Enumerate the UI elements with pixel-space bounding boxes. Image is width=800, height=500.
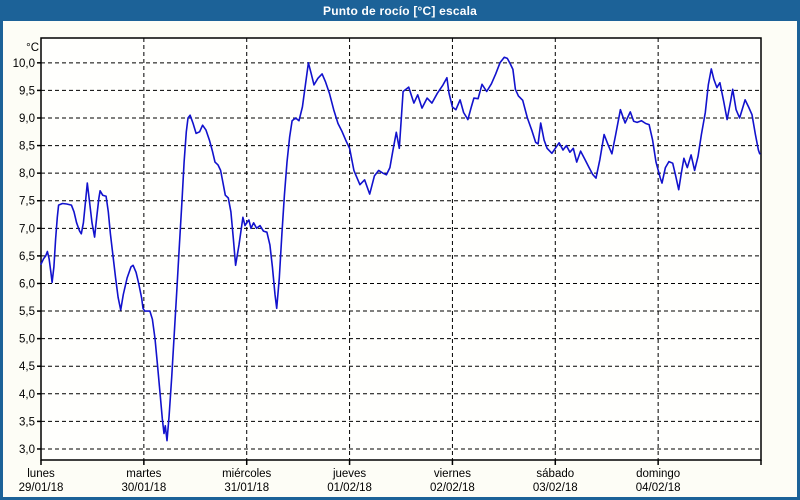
x-day-date-label: 01/02/18 — [327, 482, 372, 494]
x-day-name-label: martes — [126, 468, 161, 480]
y-tick-label: 7,0 — [19, 223, 35, 235]
x-day-date-label: 02/02/18 — [430, 482, 475, 494]
x-day-date-label: 31/01/18 — [224, 482, 269, 494]
x-day-name-label: miércoles — [222, 468, 271, 480]
x-day-name-label: jueves — [332, 468, 366, 480]
y-tick-label: 9,0 — [19, 113, 35, 125]
y-grid-and-labels: 10,0 9,5 9,0 8,5 8,0 7,5 7,0 6,5 6,0 5,5 5,0 4,5 4,0… — [13, 58, 761, 456]
y-tick-label: 6,5 — [19, 251, 35, 263]
y-tick-label: 6,0 — [19, 278, 35, 290]
plot-area — [41, 38, 761, 460]
x-day-date-label: 03/02/18 — [533, 482, 578, 494]
x-day-date-label: 29/01/18 — [19, 482, 64, 494]
x-day-date-label: 30/01/18 — [121, 482, 166, 494]
chart-title: Punto de rocío [°C] escala — [322, 3, 478, 18]
x-day-name-label: sábado — [536, 468, 574, 480]
x-day-name-label: viernes — [434, 468, 471, 480]
plot-border — [40, 37, 762, 461]
x-grid — [40, 38, 762, 465]
x-day-name-label: lunes — [27, 468, 55, 480]
y-tick-label: 5,5 — [19, 306, 35, 318]
y-tick-label: 7,5 — [19, 196, 35, 208]
y-tick-label: 8,5 — [19, 141, 35, 153]
chart-title-bar: Punto de rocío [°C] escala — [0, 0, 800, 21]
y-tick-label: 4,5 — [19, 361, 35, 373]
y-tick-label: 5,0 — [19, 334, 35, 346]
x-day-name-label: domingo — [636, 468, 680, 480]
dew-point-line — [40, 56, 761, 442]
y-tick-label: 10,0 — [13, 58, 35, 70]
x-day-date-label: 04/02/18 — [636, 482, 681, 494]
y-tick-label: 4,0 — [19, 389, 35, 401]
y-tick-label: 9,5 — [19, 85, 35, 97]
y-axis-unit-label: °C — [26, 42, 39, 54]
y-tick-label: 8,0 — [19, 168, 35, 180]
x-day-labels: lunes 29/01/18 martes 30/01/18 miércoles 31/0… — [19, 468, 681, 494]
y-tick-label: 3,0 — [19, 444, 35, 456]
y-tick-label: 3,5 — [19, 416, 35, 428]
